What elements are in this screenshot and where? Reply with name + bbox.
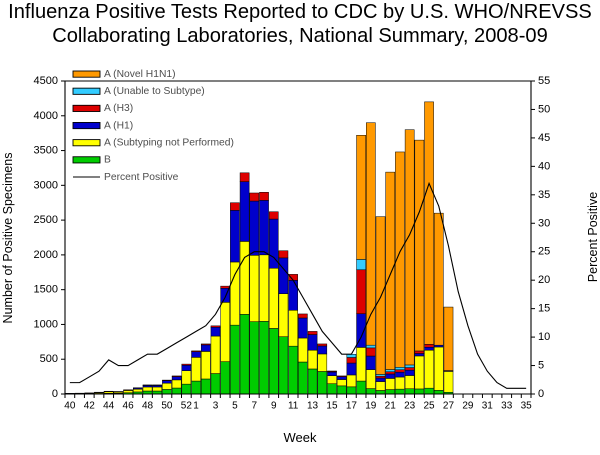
svg-text:3: 3 xyxy=(213,401,219,412)
svg-text:46: 46 xyxy=(123,401,135,412)
svg-text:10: 10 xyxy=(538,331,550,343)
svg-text:A (H3): A (H3) xyxy=(104,103,133,114)
svg-text:45: 45 xyxy=(538,132,550,144)
svg-text:13: 13 xyxy=(307,401,319,412)
svg-text:50: 50 xyxy=(161,401,173,412)
svg-text:50: 50 xyxy=(538,103,550,115)
svg-text:5: 5 xyxy=(232,401,238,412)
svg-text:33: 33 xyxy=(501,401,513,412)
svg-text:A (H1): A (H1) xyxy=(104,120,133,131)
svg-text:A (Novel H1N1): A (Novel H1N1) xyxy=(104,69,176,80)
svg-text:15: 15 xyxy=(326,401,338,412)
svg-text:Percent Positive: Percent Positive xyxy=(104,172,179,183)
svg-text:27: 27 xyxy=(443,401,455,412)
svg-text:11: 11 xyxy=(288,401,299,412)
svg-text:1: 1 xyxy=(193,401,199,412)
svg-text:25: 25 xyxy=(538,246,550,258)
svg-text:2000: 2000 xyxy=(34,249,58,261)
svg-text:40: 40 xyxy=(538,160,550,172)
svg-text:4500: 4500 xyxy=(34,75,58,87)
svg-text:44: 44 xyxy=(103,401,115,412)
svg-text:0: 0 xyxy=(538,388,544,400)
svg-text:15: 15 xyxy=(538,303,550,315)
svg-text:B: B xyxy=(104,155,111,166)
svg-text:23: 23 xyxy=(404,401,416,412)
svg-text:31: 31 xyxy=(482,401,494,412)
svg-text:25: 25 xyxy=(423,401,435,412)
svg-text:1000: 1000 xyxy=(34,318,58,330)
svg-text:30: 30 xyxy=(538,217,550,229)
svg-text:55: 55 xyxy=(538,75,550,87)
svg-text:500: 500 xyxy=(40,353,58,365)
svg-text:21: 21 xyxy=(385,401,397,412)
svg-text:48: 48 xyxy=(142,401,154,412)
svg-text:2500: 2500 xyxy=(34,214,58,226)
svg-text:40: 40 xyxy=(64,401,76,412)
svg-text:4000: 4000 xyxy=(34,110,58,122)
svg-text:19: 19 xyxy=(365,401,377,412)
svg-text:3000: 3000 xyxy=(34,179,58,191)
svg-text:0: 0 xyxy=(52,388,58,400)
svg-text:9: 9 xyxy=(271,401,277,412)
svg-text:52: 52 xyxy=(181,401,193,412)
svg-text:7: 7 xyxy=(252,401,258,412)
svg-text:A (Subtyping not Performed): A (Subtyping not Performed) xyxy=(104,138,234,149)
svg-text:A (Unable to Subtype): A (Unable to Subtype) xyxy=(104,86,205,97)
svg-text:35: 35 xyxy=(521,401,533,412)
svg-text:20: 20 xyxy=(538,274,550,286)
svg-text:29: 29 xyxy=(462,401,474,412)
svg-text:17: 17 xyxy=(346,401,358,412)
svg-text:5: 5 xyxy=(538,360,544,372)
svg-text:35: 35 xyxy=(538,189,550,201)
svg-text:3500: 3500 xyxy=(34,145,58,157)
svg-text:1500: 1500 xyxy=(34,284,58,296)
svg-text:42: 42 xyxy=(84,401,96,412)
